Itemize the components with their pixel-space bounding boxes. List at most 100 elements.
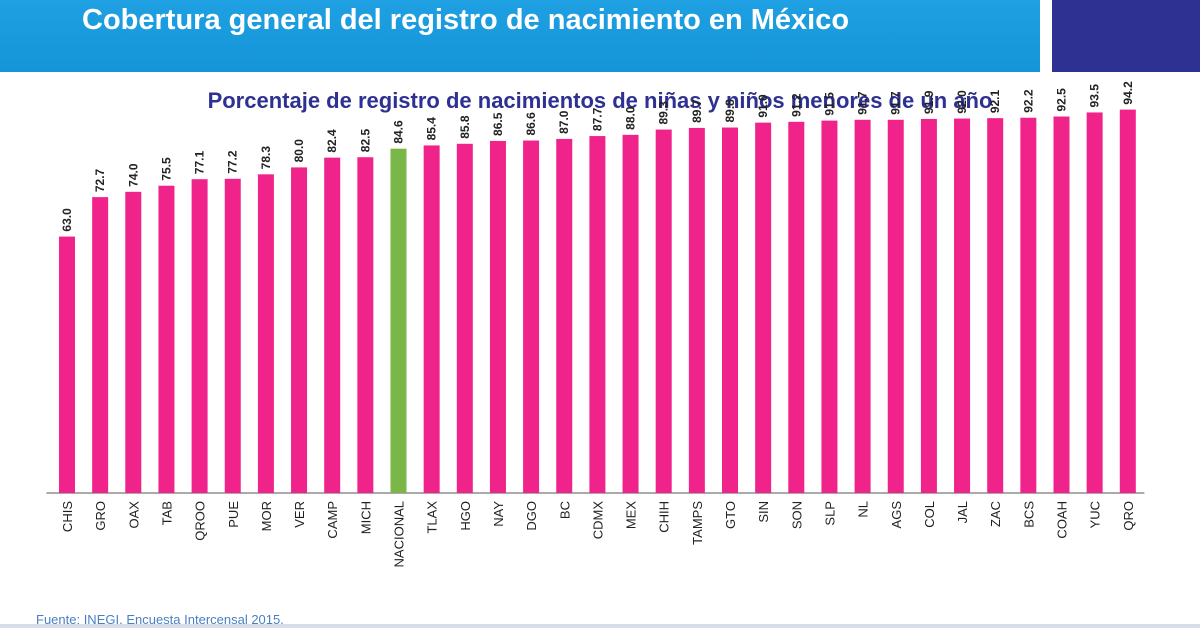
category-label-qroo: QROO xyxy=(193,501,208,541)
value-label-son: 91.2 xyxy=(789,93,803,117)
value-label-coah: 92.5 xyxy=(1055,88,1069,112)
value-label-tab: 75.5 xyxy=(159,157,173,181)
category-label-nacional: NACIONAL xyxy=(392,501,407,567)
category-label-bcs: BCS xyxy=(1021,501,1036,528)
value-label-jal: 92.0 xyxy=(955,90,969,114)
value-label-bc: 87.0 xyxy=(557,110,571,134)
category-label-cdmx: CDMX xyxy=(590,501,605,540)
bar-mor xyxy=(257,174,274,493)
bar-coah xyxy=(1053,116,1070,494)
bar-nl xyxy=(854,119,871,493)
bar-bc xyxy=(556,138,573,493)
category-label-tlax: TLAX xyxy=(425,501,440,534)
bar-jal xyxy=(954,118,971,493)
value-label-yuc: 93.5 xyxy=(1088,84,1102,108)
bar-gto xyxy=(722,127,738,493)
chart-title: Porcentaje de registro de nacimientos de… xyxy=(207,88,993,113)
category-label-hgo: HGO xyxy=(458,501,473,531)
value-label-mich: 82.5 xyxy=(358,129,372,153)
bar-chih xyxy=(655,129,672,493)
bar-tlax xyxy=(423,145,440,493)
bar-col xyxy=(920,118,937,493)
value-label-nay: 86.5 xyxy=(491,112,505,136)
bar-qroo xyxy=(191,179,208,493)
category-label-dgo: DGO xyxy=(524,501,539,531)
bar-bcs xyxy=(1020,117,1037,493)
value-label-qro: 94.2 xyxy=(1121,81,1135,105)
value-label-cdmx: 87.7 xyxy=(590,107,604,131)
value-label-hgo: 85.8 xyxy=(458,115,472,139)
value-label-oax: 74.0 xyxy=(126,163,140,187)
value-label-nl: 91.7 xyxy=(856,91,870,115)
value-label-gto: 89.8 xyxy=(723,99,737,123)
category-label-ags: AGS xyxy=(889,501,904,529)
value-label-camp: 82.4 xyxy=(325,129,339,153)
value-label-mor: 78.3 xyxy=(259,146,273,170)
category-label-zac: ZAC xyxy=(988,501,1003,527)
bar-dgo xyxy=(523,140,540,493)
bar-tab xyxy=(158,185,175,493)
bar-zac xyxy=(987,118,1004,493)
bar-nay xyxy=(489,140,506,493)
category-label-slp: SLP xyxy=(822,501,837,526)
category-label-sin: SIN xyxy=(756,501,771,523)
value-label-pue: 77.2 xyxy=(226,150,240,174)
category-label-nl: NL xyxy=(856,501,871,518)
category-label-tab: TAB xyxy=(159,501,174,525)
bar-mex xyxy=(622,134,639,493)
category-label-yuc: YUC xyxy=(1088,501,1103,528)
bar-mich xyxy=(357,157,374,493)
bottom-divider xyxy=(0,624,1200,628)
bar-tamps xyxy=(688,127,705,494)
value-label-bcs: 92.2 xyxy=(1021,89,1035,113)
header-accent-block xyxy=(1052,0,1200,72)
value-label-qroo: 77.1 xyxy=(193,151,207,175)
value-label-mex: 88.0 xyxy=(624,106,638,130)
value-label-slp: 91.5 xyxy=(822,92,836,116)
category-label-chis: CHIS xyxy=(60,501,75,532)
value-label-ags: 91.7 xyxy=(889,91,903,115)
header-bar xyxy=(0,0,1040,72)
bar-hgo xyxy=(456,143,473,493)
value-label-chis: 63.0 xyxy=(60,208,74,232)
value-label-chih: 89.3 xyxy=(657,101,671,125)
bar-pue xyxy=(224,178,241,493)
category-label-oax: OAX xyxy=(126,501,141,529)
category-label-gro: GRO xyxy=(93,501,108,531)
category-label-nay: NAY xyxy=(491,501,506,527)
value-label-nacional: 84.6 xyxy=(392,120,406,144)
value-label-tamps: 89.7 xyxy=(690,99,704,123)
page-title: Cobertura general del registro de nacimi… xyxy=(82,4,850,36)
category-label-qro: QRO xyxy=(1121,501,1136,531)
category-label-bc: BC xyxy=(557,501,572,519)
value-label-sin: 91.0 xyxy=(756,94,770,118)
bar-slp xyxy=(821,120,838,493)
category-label-col: COL xyxy=(922,501,937,528)
category-label-coah: COAH xyxy=(1055,501,1070,539)
category-label-tamps: TAMPS xyxy=(690,501,705,545)
bar-yuc xyxy=(1086,112,1103,493)
bar-cdmx xyxy=(589,136,606,493)
category-label-camp: CAMP xyxy=(325,501,340,539)
category-label-chih: CHIH xyxy=(657,501,672,533)
category-label-mor: MOR xyxy=(259,501,274,531)
bar-oax xyxy=(125,191,142,493)
value-label-zac: 92.1 xyxy=(988,89,1002,113)
bar-sin xyxy=(755,122,772,493)
category-label-son: SON xyxy=(789,501,804,529)
value-label-col: 91.9 xyxy=(922,90,936,114)
value-label-dgo: 86.6 xyxy=(524,112,538,136)
bar-ags xyxy=(887,119,904,493)
source-note: Fuente: INEGI. Encuesta Intercensal 2015… xyxy=(36,612,284,627)
bar-son xyxy=(788,121,805,493)
bar-ver xyxy=(291,167,308,493)
value-label-ver: 80.0 xyxy=(292,139,306,163)
category-label-mex: MEX xyxy=(624,501,639,530)
category-label-gto: GTO xyxy=(723,501,738,529)
category-label-ver: VER xyxy=(292,501,307,528)
category-label-jal: JAL xyxy=(955,501,970,523)
bar-camp xyxy=(324,157,341,493)
category-label-pue: PUE xyxy=(226,501,241,528)
bar-gro xyxy=(92,197,109,493)
